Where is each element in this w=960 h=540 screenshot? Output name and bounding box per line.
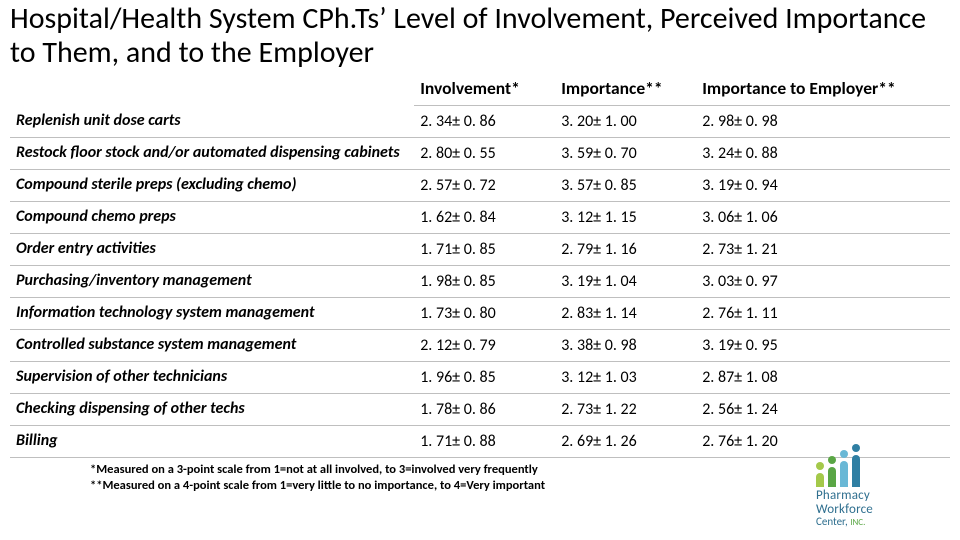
page-title: Hospital/Health System CPh.Ts’ Level of …	[10, 2, 950, 69]
task-cell: Supervision of other technicians	[10, 362, 414, 394]
value-cell: 2. 76± 1. 11	[696, 298, 950, 330]
value-cell: 3. 59± 0. 70	[555, 138, 696, 170]
table-row: Replenish unit dose carts2. 34± 0. 863. …	[10, 106, 950, 138]
logo-dot-icon	[816, 462, 824, 470]
task-cell: Compound sterile preps (excluding chemo)	[10, 170, 414, 202]
table-row: Purchasing/inventory management1. 98± 0.…	[10, 266, 950, 298]
table-header-row: Involvement* Importance** Importance to …	[10, 73, 950, 106]
value-cell: 3. 12± 1. 15	[555, 202, 696, 234]
table-row: Order entry activities1. 71± 0. 852. 79±…	[10, 234, 950, 266]
value-cell: 3. 03± 0. 97	[696, 266, 950, 298]
value-cell: 3. 57± 0. 85	[555, 170, 696, 202]
table-row: Supervision of other technicians1. 96± 0…	[10, 362, 950, 394]
logo-bar-icon	[840, 461, 848, 487]
value-cell: 3. 19± 0. 94	[696, 170, 950, 202]
logo-line3: Center, INC.	[816, 516, 873, 528]
value-cell: 1. 71± 0. 85	[414, 234, 555, 266]
logo-bar-icon	[828, 467, 836, 487]
table-row: Controlled substance system management2.…	[10, 330, 950, 362]
data-table: Involvement* Importance** Importance to …	[10, 73, 950, 458]
logo-bar-icon	[852, 455, 860, 487]
value-cell: 2. 80± 0. 55	[414, 138, 555, 170]
value-cell: 2. 12± 0. 79	[414, 330, 555, 362]
logo-line1: Pharmacy	[816, 489, 873, 503]
value-cell: 2. 79± 1. 16	[555, 234, 696, 266]
table-row: Restock floor stock and/or automated dis…	[10, 138, 950, 170]
value-cell: 3. 12± 1. 03	[555, 362, 696, 394]
logo-text: Pharmacy Workforce Center, INC.	[816, 489, 873, 528]
value-cell: 1. 98± 0. 85	[414, 266, 555, 298]
value-cell: 2. 73± 1. 21	[696, 234, 950, 266]
logo-bars-icon	[816, 455, 860, 487]
col-header-involvement: Involvement*	[414, 73, 555, 106]
value-cell: 3. 38± 0. 98	[555, 330, 696, 362]
table-row: Information technology system management…	[10, 298, 950, 330]
task-cell: Purchasing/inventory management	[10, 266, 414, 298]
table-row: Compound chemo preps1. 62± 0. 843. 12± 1…	[10, 202, 950, 234]
task-cell: Replenish unit dose carts	[10, 106, 414, 138]
col-header-task	[10, 73, 414, 106]
value-cell: 1. 71± 0. 88	[414, 426, 555, 458]
value-cell: 2. 87± 1. 08	[696, 362, 950, 394]
value-cell: 3. 06± 1. 06	[696, 202, 950, 234]
pharmacy-workforce-center-logo: Pharmacy Workforce Center, INC.	[816, 466, 946, 528]
value-cell: 2. 76± 1. 20	[696, 426, 950, 458]
value-cell: 1. 78± 0. 86	[414, 394, 555, 426]
task-cell: Checking dispensing of other techs	[10, 394, 414, 426]
value-cell: 2. 69± 1. 26	[555, 426, 696, 458]
logo-center: Center,	[816, 515, 848, 528]
table-row: Compound sterile preps (excluding chemo)…	[10, 170, 950, 202]
task-cell: Order entry activities	[10, 234, 414, 266]
logo-inc: INC.	[850, 517, 865, 528]
logo-line2: Workforce	[816, 503, 873, 517]
value-cell: 2. 56± 1. 24	[696, 394, 950, 426]
col-header-importance: Importance**	[555, 73, 696, 106]
task-cell: Restock floor stock and/or automated dis…	[10, 138, 414, 170]
value-cell: 2. 73± 1. 22	[555, 394, 696, 426]
value-cell: 3. 19± 1. 04	[555, 266, 696, 298]
task-cell: Compound chemo preps	[10, 202, 414, 234]
value-cell: 2. 98± 0. 98	[696, 106, 950, 138]
table-row: Billing1. 71± 0. 882. 69± 1. 262. 76± 1.…	[10, 426, 950, 458]
task-cell: Information technology system management	[10, 298, 414, 330]
value-cell: 1. 96± 0. 85	[414, 362, 555, 394]
col-header-importance-employer: Importance to Employer**	[696, 73, 950, 106]
value-cell: 2. 34± 0. 86	[414, 106, 555, 138]
value-cell: 2. 83± 1. 14	[555, 298, 696, 330]
logo-bar-icon	[816, 473, 824, 487]
value-cell: 3. 24± 0. 88	[696, 138, 950, 170]
task-cell: Controlled substance system management	[10, 330, 414, 362]
value-cell: 2. 57± 0. 72	[414, 170, 555, 202]
logo-dot-icon	[840, 450, 848, 458]
slide: Hospital/Health System CPh.Ts’ Level of …	[0, 2, 960, 540]
task-cell: Billing	[10, 426, 414, 458]
logo-dot-icon	[828, 456, 836, 464]
table-row: Checking dispensing of other techs1. 78±…	[10, 394, 950, 426]
value-cell: 1. 73± 0. 80	[414, 298, 555, 330]
value-cell: 3. 20± 1. 00	[555, 106, 696, 138]
value-cell: 3. 19± 0. 95	[696, 330, 950, 362]
value-cell: 1. 62± 0. 84	[414, 202, 555, 234]
